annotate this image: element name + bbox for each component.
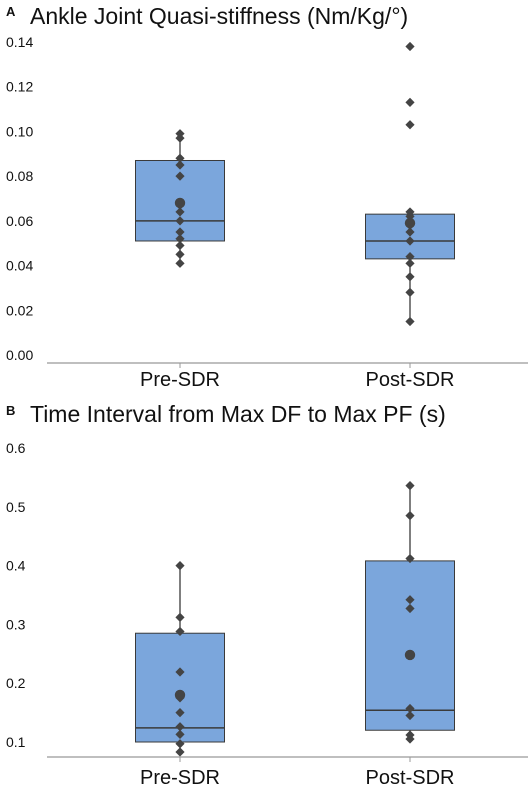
panel-b-ytick-label: 0.3 [6,616,26,632]
panel-a-data-point [175,249,185,259]
panel-a-category-label: Pre-SDR [140,369,220,391]
panel-a-data-point [175,171,185,181]
panel-b-title: Time Interval from Max DF to Max PF (s) [30,401,446,427]
panel-b-mean-marker [404,649,416,661]
panel-a-data-point [405,252,415,262]
panel-b-data-point [175,561,185,571]
panel-b-data-point [405,553,415,564]
panel-b-data-point [405,710,415,721]
panel-b-data-point [175,667,185,677]
panel-a: A Ankle Joint Quasi-stiffness (Nm/Kg/°) … [6,3,528,391]
panel-b-data-point [405,511,415,521]
panel-a-ytick-label: 0.04 [6,258,33,274]
panel-b-data-point [175,729,185,739]
panel-a-ytick-label: 0.06 [6,213,33,229]
panel-b-data-point [175,612,185,622]
panel-a-data-point [405,41,415,52]
panel-a-data-point [175,216,185,226]
panel-b-data-point [175,626,185,637]
panel-a-data-point [405,236,415,246]
panel-a-ytick-label: 0.14 [6,34,33,50]
panel-a-ytick-label: 0.02 [6,302,33,318]
panel-b-category-label: Post-SDR [366,767,455,789]
panel-a-mean-marker [404,217,416,229]
panel-a-data-point [175,207,185,217]
panel-b-data-point [405,595,415,605]
panel-b-ytick-label: 0.1 [6,734,26,750]
panel-a-data-point [405,97,415,107]
panel-b-ytick-label: 0.6 [6,440,26,456]
panel-a-ytick-label: 0.00 [6,347,33,363]
panel-b-data-point [405,603,415,614]
panel-b-data-point [405,703,415,714]
panel-a-data-point [405,207,415,217]
panel-b-data-point [175,708,185,718]
panel-a-data-point [175,160,185,170]
panel-b-data-point [175,747,185,757]
panel-b-ytick-label: 0.4 [6,558,26,574]
panel-b-plot-area: 0.1 0.2 0.3 0.4 0.5 0.6 Pre-SDR Post-SDR [6,440,528,789]
panel-b-ytick-label: 0.2 [6,675,26,691]
panel-a-mean-marker [174,197,186,209]
panel-a-letter: A [6,4,16,19]
panel-a-ytick-label: 0.10 [6,123,33,139]
panel-b-data-point [405,481,415,491]
panel-a-data-point [175,258,185,268]
panel-b-data-point [175,722,185,732]
panel-a-ytick-label: 0.12 [6,79,33,95]
panel-b-mean-marker [174,689,186,701]
panel-a-data-point [405,316,415,327]
panel-a-data-point [405,272,415,282]
panel-b-category-label: Pre-SDR [140,767,220,789]
panel-a-title: Ankle Joint Quasi-stiffness (Nm/Kg/°) [30,3,408,29]
panel-a-data-point [405,227,415,237]
panel-b-letter: B [6,403,15,418]
panel-a-category-label: Post-SDR [366,369,455,391]
panel-a-data-point [175,227,185,237]
panel-a-data-point [405,120,415,130]
panel-b-data-point [405,730,415,740]
panel-a-data-point [175,129,185,139]
panel-a-data-point [175,234,185,244]
panel-a-data-point [405,258,415,268]
panel-b-box [365,560,455,731]
panel-b-data-point [175,739,185,749]
panel-a-data-point [405,287,415,297]
panel-a-plot-area: 0.00 0.02 0.04 0.06 0.08 0.10 0.12 0.14 Pre-SDR P… [6,34,528,391]
panel-a-data-point [175,153,185,163]
panel-b: B Time Interval from Max DF to Max PF (s… [6,401,528,789]
panel-b-ytick-label: 0.5 [6,499,26,515]
panel-a-ytick-label: 0.08 [6,168,33,184]
panel-a-data-point [175,240,185,251]
